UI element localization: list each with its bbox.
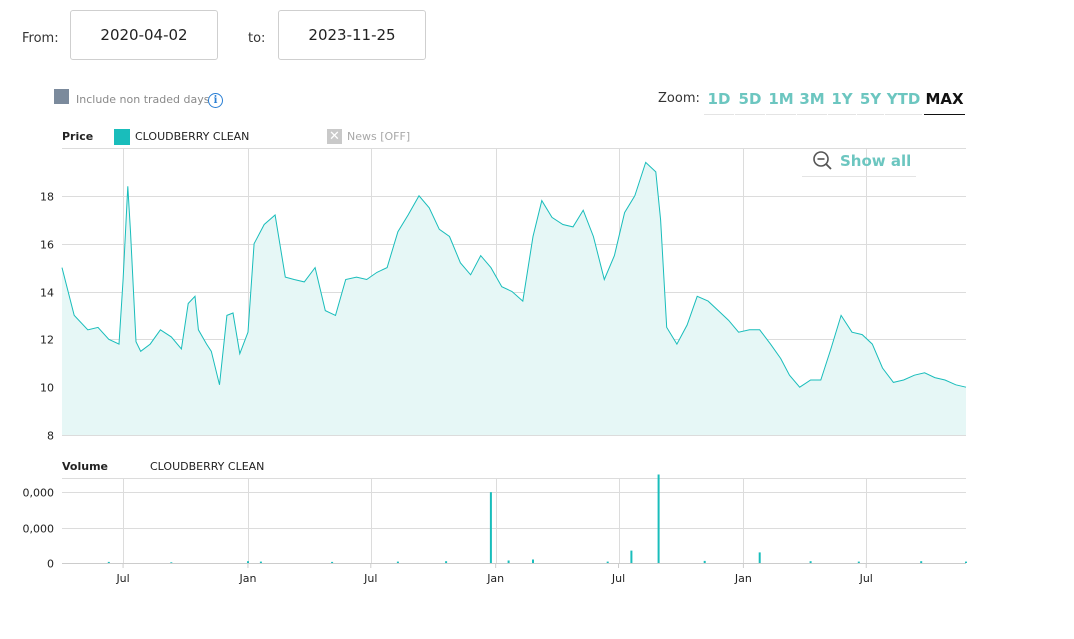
zoom-1d-button[interactable]: 1D — [704, 84, 734, 115]
x-axis: Jul Jan Jul Jan Jul Jan Jul — [115, 563, 873, 585]
zoom-max-button[interactable]: MAX — [924, 84, 965, 115]
to-label: to: — [248, 31, 266, 46]
volume-bar — [703, 560, 706, 563]
volume-y-tick: 0,000 — [23, 523, 55, 536]
price-y-tick: 16 — [40, 239, 54, 252]
news-toggle-icon[interactable]: ✕ — [327, 129, 342, 144]
from-label: From: — [22, 31, 59, 46]
price-y-tick: 14 — [40, 287, 54, 300]
zoom-label: Zoom: — [658, 91, 700, 106]
x-tick-label: Jan — [734, 572, 752, 585]
volume-bar — [920, 561, 923, 563]
non-traded-days-label: Include non traded days — [76, 93, 210, 106]
price-line — [61, 161, 967, 388]
x-tick-label: Jul — [611, 572, 625, 585]
zoom-5d-button[interactable]: 5D — [735, 84, 765, 115]
info-icon[interactable]: i — [208, 93, 223, 108]
price-area — [62, 162, 966, 435]
volume-bar — [247, 561, 249, 563]
volume-bar — [107, 561, 110, 563]
zoom-out-icon — [813, 151, 832, 170]
zoom-1y-button[interactable]: 1Y — [828, 84, 856, 115]
zoom-ytd-button[interactable]: YTD — [885, 84, 922, 115]
volume-y-tick: 0 — [47, 558, 54, 571]
price-y-tick: 12 — [40, 334, 54, 347]
volume-grid — [62, 478, 966, 564]
volume-series-name: CLOUDBERRY CLEAN — [150, 460, 265, 473]
volume-bar — [857, 561, 860, 563]
volume-panel-title: Volume — [62, 460, 108, 473]
series-swatch[interactable] — [114, 129, 130, 145]
x-tick-label: Jul — [859, 572, 873, 585]
non-traded-days-checkbox[interactable] — [54, 89, 69, 104]
from-date-input[interactable]: 2020-04-02 — [70, 10, 218, 60]
volume-bar — [630, 550, 633, 563]
volume-bar — [657, 474, 660, 563]
zoom-1m-button[interactable]: 1M — [766, 84, 796, 115]
volume-bar — [170, 562, 173, 564]
volume-bar — [965, 561, 967, 563]
volume-bar — [758, 552, 761, 563]
zoom-5y-button[interactable]: 5Y — [857, 84, 884, 115]
price-y-axis: 8 10 12 14 16 18 — [40, 191, 54, 443]
volume-bar — [809, 561, 812, 563]
price-panel-title: Price — [62, 130, 94, 143]
volume-bar — [507, 560, 510, 563]
volume-bar — [331, 561, 334, 563]
x-tick-label: Jan — [486, 572, 504, 585]
x-tick-label: Jan — [238, 572, 256, 585]
volume-bars — [107, 474, 967, 564]
volume-bar — [396, 561, 399, 563]
zoom-3m-button[interactable]: 3M — [797, 84, 827, 115]
volume-bar — [489, 492, 492, 563]
show-all-button[interactable]: Show all — [802, 146, 916, 177]
price-series-name[interactable]: CLOUDBERRY CLEAN — [135, 130, 250, 143]
x-tick-label: Jul — [115, 572, 129, 585]
volume-bar — [445, 561, 448, 563]
volume-bar — [606, 561, 609, 563]
news-toggle-label[interactable]: News [OFF] — [347, 130, 411, 143]
price-y-tick: 18 — [40, 191, 54, 204]
price-y-tick: 10 — [40, 382, 54, 395]
show-all-label: Show all — [840, 152, 912, 170]
x-tick-label: Jul — [363, 572, 377, 585]
volume-bar — [532, 559, 534, 563]
volume-y-tick: 0,000 — [23, 487, 55, 500]
volume-y-axis: 0 0,000 0,000 — [23, 487, 55, 571]
volume-bar — [259, 561, 262, 563]
price-y-tick: 8 — [47, 430, 54, 443]
to-date-input[interactable]: 2023-11-25 — [278, 10, 426, 60]
